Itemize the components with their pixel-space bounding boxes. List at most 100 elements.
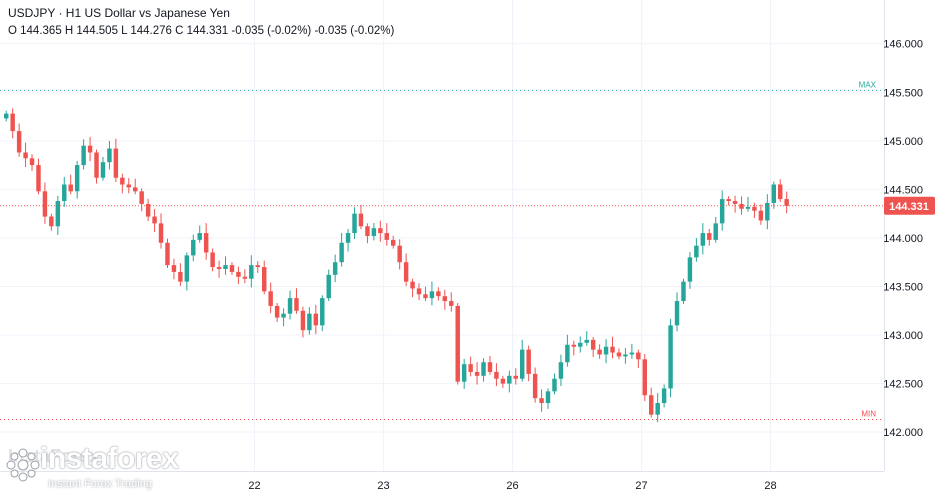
candle-body bbox=[461, 364, 467, 382]
candle bbox=[416, 283, 422, 301]
candle bbox=[700, 223, 706, 255]
candle-body bbox=[384, 233, 389, 240]
candle-body bbox=[687, 257, 693, 282]
candle-body bbox=[681, 281, 686, 302]
candle-body bbox=[403, 262, 409, 282]
candle bbox=[687, 252, 693, 289]
candle-body bbox=[55, 201, 61, 227]
candle-body bbox=[262, 267, 267, 292]
candle-body bbox=[552, 378, 557, 392]
candle-body bbox=[339, 242, 344, 263]
candle bbox=[139, 188, 144, 212]
candle-body bbox=[468, 364, 473, 372]
candle-body bbox=[184, 255, 190, 282]
candle-body bbox=[423, 294, 428, 299]
candle-body bbox=[629, 352, 635, 355]
last-price-badge bbox=[884, 196, 935, 215]
candle-body bbox=[287, 298, 293, 314]
candle bbox=[713, 216, 718, 243]
x-tick-label: 27 bbox=[635, 480, 647, 492]
candle bbox=[410, 278, 415, 298]
candle bbox=[145, 198, 151, 221]
candle-body bbox=[326, 274, 331, 299]
candle bbox=[681, 278, 686, 304]
candle bbox=[165, 238, 170, 269]
candle bbox=[668, 318, 673, 398]
candle bbox=[274, 302, 280, 322]
candle bbox=[423, 286, 428, 302]
candle bbox=[197, 225, 202, 243]
candle-body bbox=[513, 375, 518, 379]
y-tick-label: 143.500 bbox=[883, 281, 923, 293]
candle-body bbox=[145, 203, 151, 217]
candle bbox=[391, 235, 396, 249]
candle bbox=[10, 108, 15, 139]
candle bbox=[81, 139, 86, 170]
candle-body bbox=[571, 344, 577, 347]
candle-body bbox=[307, 313, 312, 331]
candle bbox=[133, 178, 138, 195]
candle-body bbox=[765, 202, 770, 221]
candle bbox=[210, 248, 215, 272]
candle bbox=[371, 222, 377, 241]
candle bbox=[590, 336, 596, 357]
candle-body bbox=[719, 199, 725, 224]
candle-body bbox=[449, 301, 454, 306]
candle-body bbox=[700, 233, 706, 246]
candle-body bbox=[578, 342, 583, 347]
candle bbox=[249, 255, 254, 288]
candle bbox=[694, 238, 699, 262]
candle-body bbox=[158, 223, 164, 243]
candle bbox=[378, 220, 383, 242]
candle bbox=[719, 190, 725, 231]
candle-body bbox=[436, 291, 441, 297]
candle-body bbox=[455, 305, 460, 382]
candle-body bbox=[732, 201, 738, 204]
candle bbox=[313, 304, 319, 335]
candle-body bbox=[249, 265, 254, 279]
candle bbox=[429, 281, 435, 306]
candle-body bbox=[474, 371, 480, 376]
candle-body bbox=[268, 291, 273, 306]
y-tick-label: 144.500 bbox=[883, 184, 923, 196]
candle-body bbox=[694, 245, 699, 258]
candle bbox=[171, 258, 177, 280]
candle-body bbox=[674, 301, 680, 326]
candle bbox=[320, 295, 325, 332]
candle-body bbox=[707, 233, 712, 240]
candle bbox=[126, 178, 131, 194]
y-tick-label: 146.000 bbox=[883, 39, 923, 51]
candle bbox=[758, 204, 764, 225]
candle-body bbox=[584, 339, 589, 343]
max-line-label: MAX bbox=[859, 80, 877, 89]
candle-body bbox=[487, 362, 493, 372]
candle-body bbox=[539, 398, 544, 404]
candle-body bbox=[191, 239, 196, 256]
candle-body bbox=[300, 310, 306, 331]
candle bbox=[49, 213, 54, 231]
y-tick-label: 145.500 bbox=[883, 87, 923, 99]
candle-body bbox=[752, 206, 757, 211]
candle bbox=[178, 263, 183, 286]
candle bbox=[229, 262, 235, 275]
candle bbox=[262, 260, 267, 295]
candle-body bbox=[545, 391, 551, 404]
candle bbox=[203, 223, 209, 260]
candle-body bbox=[229, 265, 235, 272]
ohlc-readout: O 144.365 H 144.505 L 144.276 C 144.331 … bbox=[8, 25, 395, 37]
time-axis: 22 23 26 27 28 bbox=[248, 480, 776, 492]
candle-body bbox=[378, 228, 383, 234]
candle bbox=[616, 348, 622, 360]
candle bbox=[307, 307, 312, 335]
candle bbox=[449, 292, 454, 312]
candle bbox=[113, 138, 119, 183]
candle-body bbox=[107, 148, 112, 163]
x-tick-label: 28 bbox=[764, 480, 776, 492]
candle-body bbox=[500, 378, 506, 384]
candle bbox=[629, 343, 635, 359]
candle-body bbox=[397, 245, 402, 263]
x-tick-label: 23 bbox=[377, 480, 389, 492]
candle bbox=[287, 290, 293, 320]
